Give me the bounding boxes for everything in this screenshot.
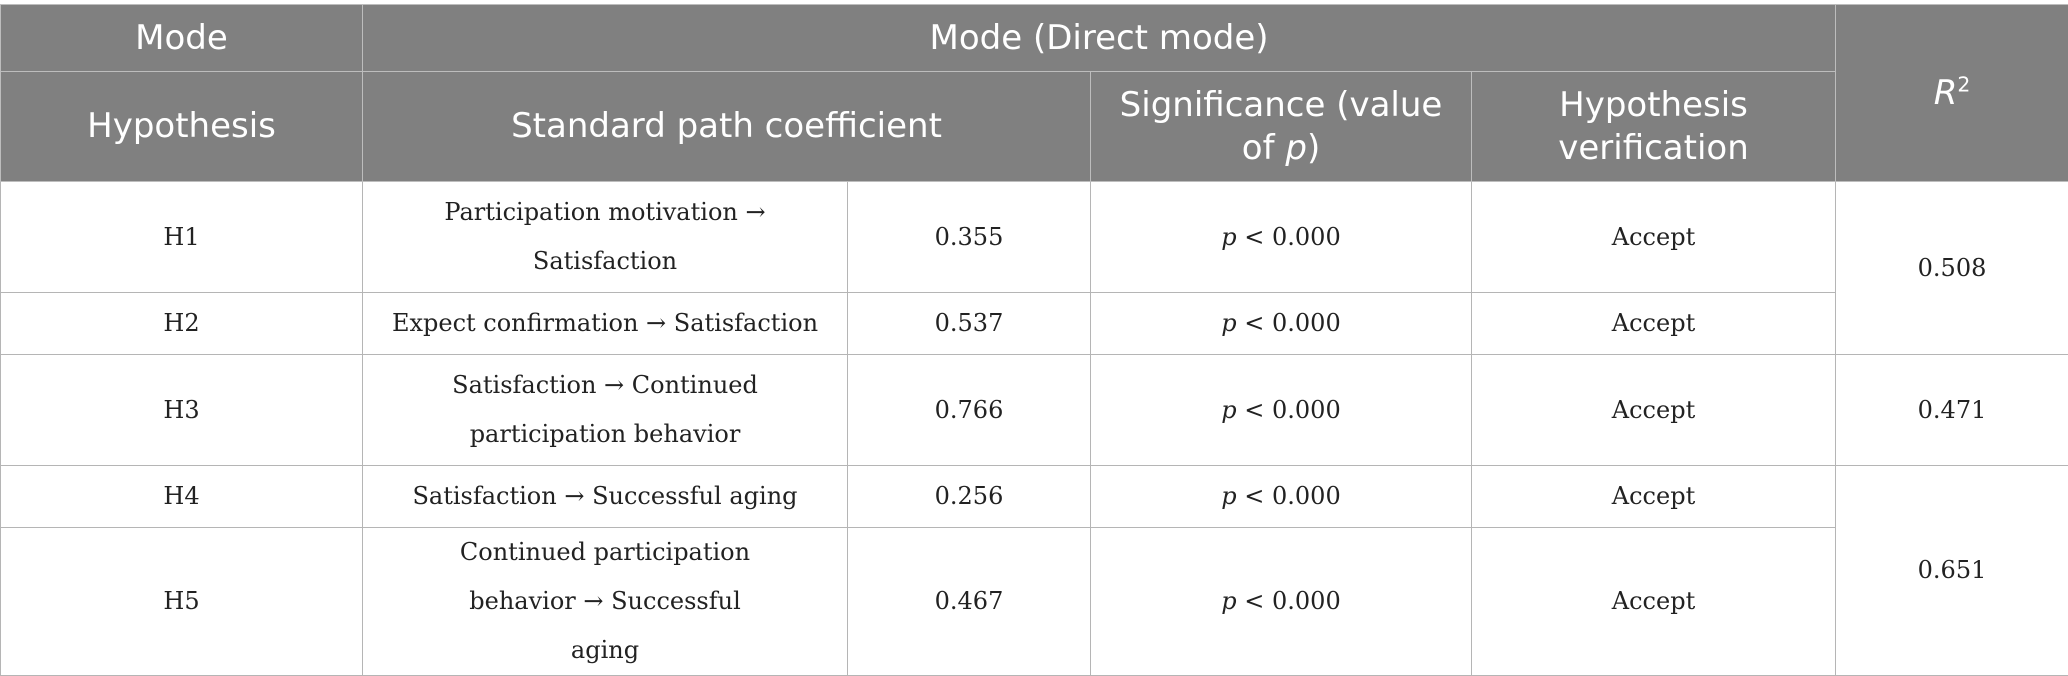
p-value: < 0.000 bbox=[1237, 223, 1341, 251]
significance-suffix: ) bbox=[1307, 128, 1320, 168]
significance-cell: p < 0.000 bbox=[1091, 355, 1472, 466]
mode-header: Mode bbox=[1, 5, 363, 72]
hypothesis-cell: H2 bbox=[1, 293, 363, 355]
results-table: Mode Mode (Direct mode) R2 Hypothesis St… bbox=[0, 4, 2068, 676]
table-row: H2 Expect confirmation → Satisfaction 0.… bbox=[1, 293, 2068, 355]
verification-cell: Accept bbox=[1472, 528, 1836, 676]
r-squared-cell: 0.471 bbox=[1836, 355, 2068, 466]
coefficient-cell: 0.467 bbox=[848, 528, 1091, 676]
hypothesis-header: Hypothesis bbox=[1, 72, 363, 182]
significance-header: Significance (value of p) bbox=[1091, 72, 1472, 182]
p-value: < 0.000 bbox=[1237, 587, 1341, 615]
p-letter: p bbox=[1221, 223, 1236, 251]
header-row-2: Hypothesis Standard path coefficient Sig… bbox=[1, 72, 2068, 182]
path-cell: Satisfaction → Continued participation b… bbox=[363, 355, 848, 466]
p-letter: p bbox=[1221, 587, 1236, 615]
coefficient-cell: 0.766 bbox=[848, 355, 1091, 466]
coefficient-cell: 0.537 bbox=[848, 293, 1091, 355]
coefficient-cell: 0.256 bbox=[848, 466, 1091, 528]
table-row: H1 Participation motivation → Satisfacti… bbox=[1, 182, 2068, 293]
verification-cell: Accept bbox=[1472, 182, 1836, 293]
significance-cell: p < 0.000 bbox=[1091, 293, 1472, 355]
p-letter: p bbox=[1221, 482, 1236, 510]
p-value: < 0.000 bbox=[1237, 309, 1341, 337]
r-squared-cell: 0.508 bbox=[1836, 182, 2068, 355]
path-cell: Expect confirmation → Satisfaction bbox=[363, 293, 848, 355]
verification-header: Hypothesis verification bbox=[1472, 72, 1836, 182]
significance-cell: p < 0.000 bbox=[1091, 466, 1472, 528]
significance-prefix: Significance (value of bbox=[1120, 85, 1443, 168]
table-row: H5 Continued participation behavior → Su… bbox=[1, 528, 2068, 676]
p-value: < 0.000 bbox=[1237, 396, 1341, 424]
p-letter: p bbox=[1221, 396, 1236, 424]
r-squared-header: R2 bbox=[1836, 5, 2068, 182]
hypothesis-cell: H4 bbox=[1, 466, 363, 528]
header-row-1: Mode Mode (Direct mode) R2 bbox=[1, 5, 2068, 72]
path-cell: Continued participation behavior → Succe… bbox=[363, 528, 848, 676]
coefficient-cell: 0.355 bbox=[848, 182, 1091, 293]
verification-cell: Accept bbox=[1472, 466, 1836, 528]
significance-cell: p < 0.000 bbox=[1091, 182, 1472, 293]
path-cell: Participation motivation → Satisfaction bbox=[363, 182, 848, 293]
table-row: H3 Satisfaction → Continued participatio… bbox=[1, 355, 2068, 466]
verification-cell: Accept bbox=[1472, 355, 1836, 466]
hypothesis-cell: H1 bbox=[1, 182, 363, 293]
path-cell: Satisfaction → Successful aging bbox=[363, 466, 848, 528]
hypothesis-cell: H5 bbox=[1, 528, 363, 676]
table-row: H4 Satisfaction → Successful aging 0.256… bbox=[1, 466, 2068, 528]
r-squared-cell: 0.651 bbox=[1836, 466, 2068, 676]
r-letter: R bbox=[1934, 73, 1958, 113]
significance-p: p bbox=[1285, 128, 1307, 168]
r-exponent: 2 bbox=[1957, 72, 1970, 96]
path-coefficient-header: Standard path coefficient bbox=[363, 72, 1091, 182]
hypothesis-cell: H3 bbox=[1, 355, 363, 466]
verification-cell: Accept bbox=[1472, 293, 1836, 355]
significance-cell: p < 0.000 bbox=[1091, 528, 1472, 676]
p-value: < 0.000 bbox=[1237, 482, 1341, 510]
p-letter: p bbox=[1221, 309, 1236, 337]
mode-direct-header: Mode (Direct mode) bbox=[363, 5, 1836, 72]
